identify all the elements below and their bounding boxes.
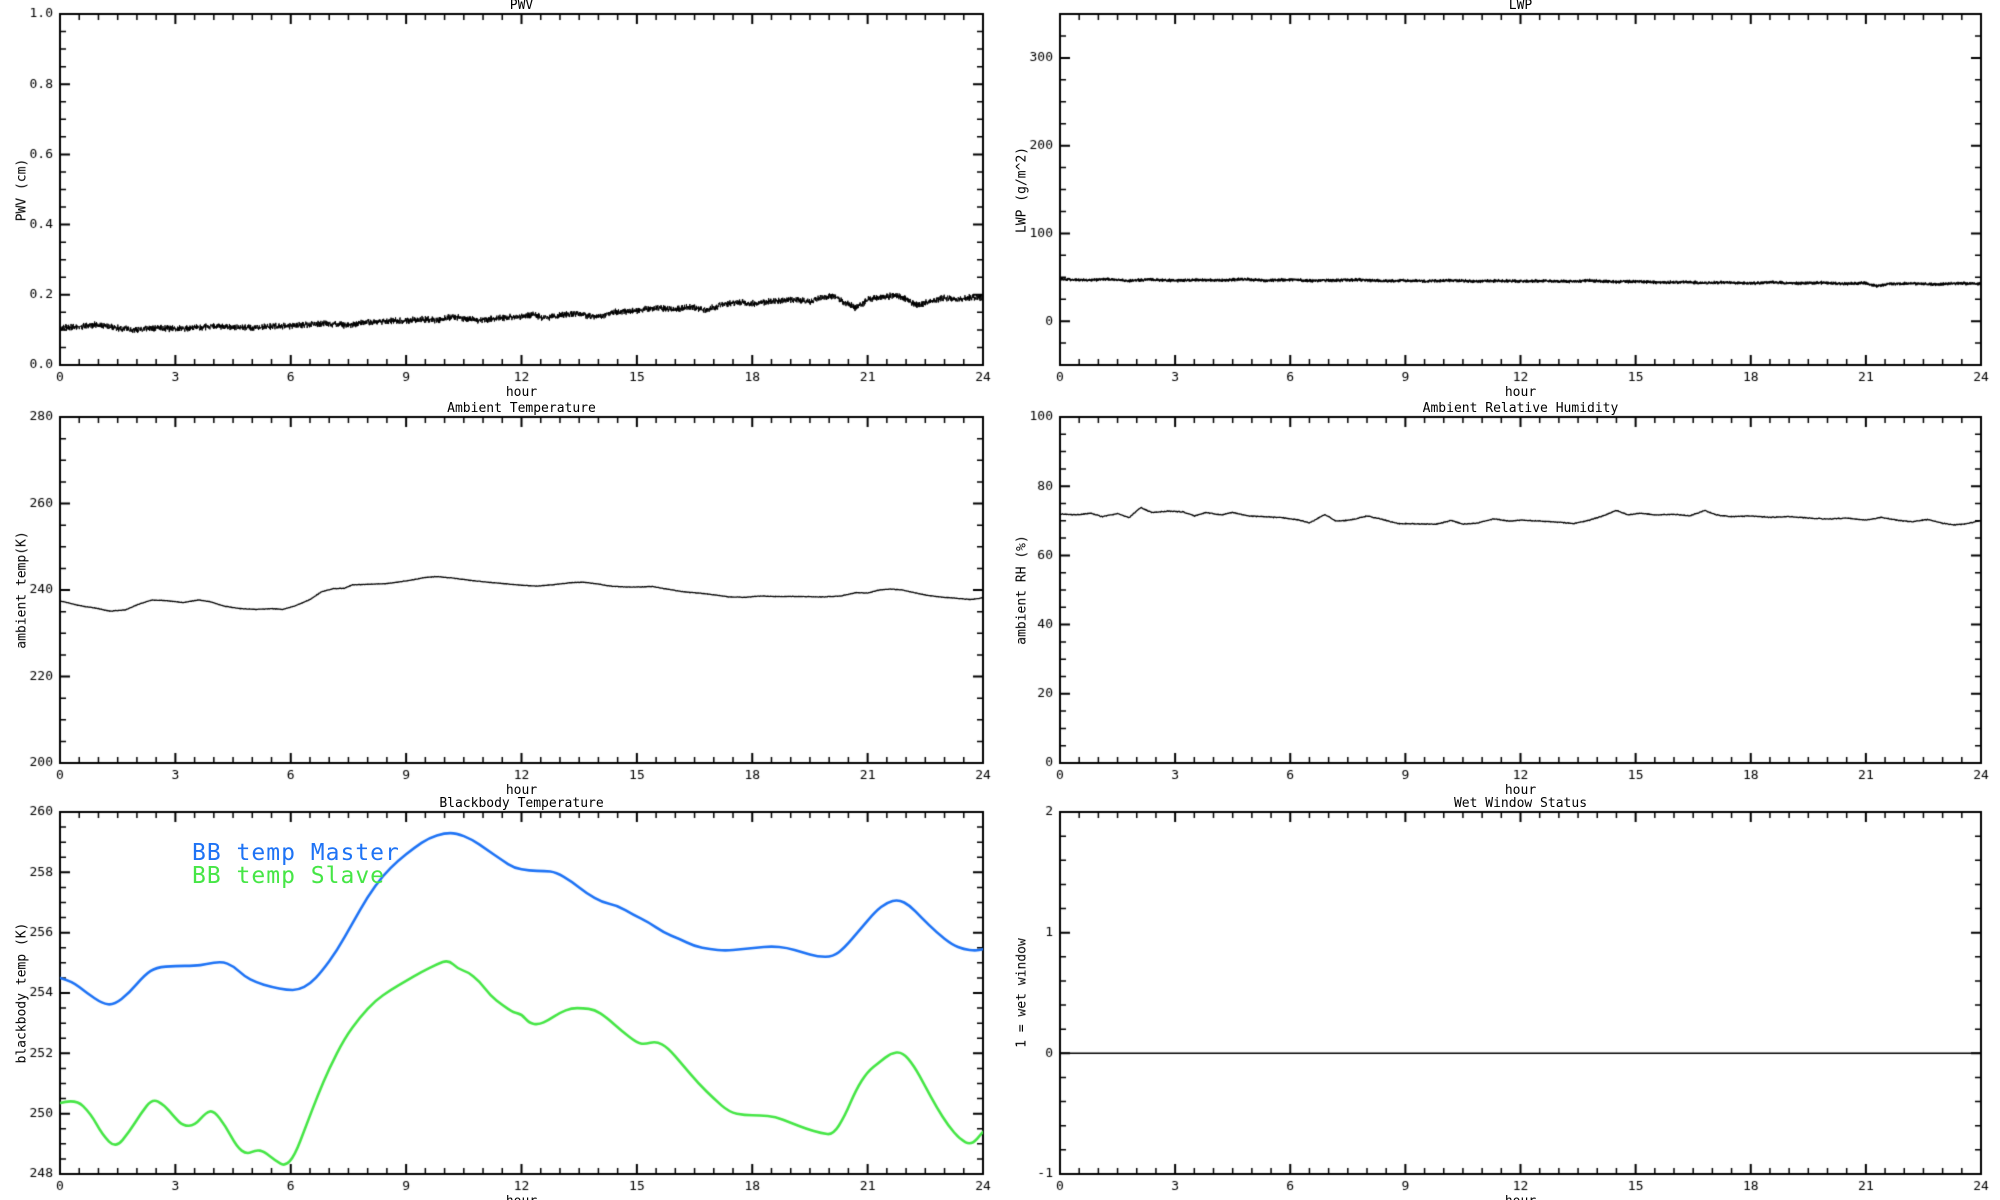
x-axis-label: hour [505,783,538,798]
y-axis-label: 1 = wet window [1014,938,1030,1048]
legend-entry-bb-temp-slave: BB temp Slave [192,863,386,889]
lwp-chart-canvas [1000,0,2000,400]
plot-title-ambient-relative-humidity: Ambient Relative Humidity [1422,401,1619,416]
y-axis-label: ambient temp(K) [14,531,30,649]
y-axis-label: LWP (g/m^2) [1014,146,1030,233]
legend-entry-bb-temp-master: BB temp Master [192,840,400,866]
plot-title-lwp: LWP [1508,0,1533,13]
y-axis-label: blackbody temp (K) [14,922,30,1064]
x-axis-label: hour [60,1194,983,1200]
y-axis-label: ambient RH (%) [1014,535,1030,645]
ambient-relative-humidity-chart-canvas [1000,400,2000,798]
plot-blackbody-temperature: Blackbody Temperature hour blackbody tem… [0,796,1000,1200]
plot-ambient-relative-humidity: Ambient Relative Humidity hour ambient R… [1000,400,2000,798]
x-axis-label: hour [1060,1194,1981,1200]
ambient-temperature-chart-canvas [0,400,1000,798]
plot-title-blackbody-temperature: Blackbody Temperature [439,796,604,811]
x-axis-label: hour [505,385,538,400]
plot-lwp: LWP hour LWP (g/m^2) [1000,0,2000,400]
blackbody-temperature-chart-canvas [0,798,1000,1200]
y-axis-label: PWV (cm) [14,158,30,221]
x-axis-label: hour [1504,783,1537,798]
plot-title-ambient-temperature: Ambient Temperature [447,401,596,416]
legend: BB temp Master BB temp Slave [192,842,400,888]
plot-wet-window-status: Wet Window Status hour 1 = wet window [1000,796,2000,1200]
plot-title-pwv: PWV [509,0,534,13]
wet-window-status-chart-canvas [1000,798,2000,1200]
plot-title-wet-window-status: Wet Window Status [1453,796,1588,811]
plot-ambient-temperature: Ambient Temperature hour ambient temp(K) [0,400,1000,798]
plot-pwv: PWV hour PWV (cm) [0,0,1000,400]
pwv-chart-canvas [0,0,1000,400]
x-axis-label: hour [1504,385,1537,400]
